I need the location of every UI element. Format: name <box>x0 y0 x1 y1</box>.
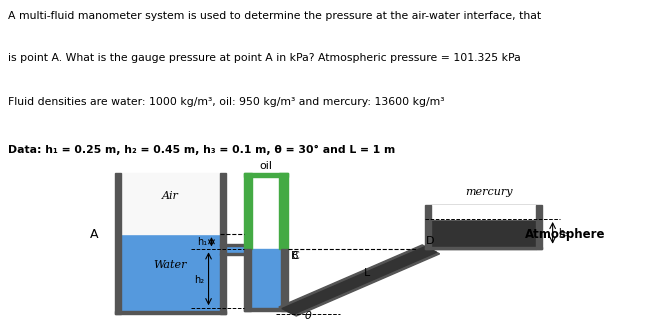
Bar <box>425 205 431 249</box>
Bar <box>243 249 251 311</box>
Bar <box>431 205 536 219</box>
Text: B: B <box>291 251 298 261</box>
Text: Water: Water <box>154 260 188 270</box>
Bar <box>243 173 252 249</box>
Bar <box>115 173 121 314</box>
Bar <box>115 311 226 314</box>
Text: L: L <box>364 268 370 278</box>
Polygon shape <box>279 245 440 316</box>
Text: h₃: h₃ <box>559 228 569 238</box>
Text: h₂: h₂ <box>194 276 204 286</box>
Bar <box>220 244 243 246</box>
Text: is point A. What is the gauge pressure at point A in kPa? Atmospheric pressure =: is point A. What is the gauge pressure a… <box>8 53 521 63</box>
Bar <box>243 308 287 311</box>
Text: oil: oil <box>259 161 272 171</box>
Text: Fluid densities are water: 1000 kg/m³, oil: 950 kg/m³ and mercury: 13600 kg/m³: Fluid densities are water: 1000 kg/m³, o… <box>8 97 444 107</box>
Bar <box>431 205 536 249</box>
Bar <box>251 249 281 308</box>
Text: h₁: h₁ <box>197 237 207 247</box>
Bar <box>536 205 542 249</box>
Text: Data: h₁ = 0.25 m, h₂ = 0.45 m, h₃ = 0.1 m, θ = 30° and L = 1 m: Data: h₁ = 0.25 m, h₂ = 0.45 m, h₃ = 0.1… <box>8 145 395 155</box>
Bar <box>220 246 243 253</box>
Bar <box>121 173 220 234</box>
Bar <box>425 247 542 249</box>
Bar <box>243 173 287 177</box>
Text: D: D <box>426 236 435 246</box>
Bar <box>281 249 287 311</box>
Bar <box>220 173 226 314</box>
Text: Air: Air <box>162 191 179 201</box>
Text: A multi-fluid manometer system is used to determine the pressure at the air-wate: A multi-fluid manometer system is used t… <box>8 11 541 21</box>
Text: mercury: mercury <box>465 187 513 197</box>
Polygon shape <box>282 246 437 314</box>
Text: Atmosphere: Atmosphere <box>525 228 606 241</box>
Bar <box>220 253 243 255</box>
Bar <box>279 173 287 249</box>
Bar <box>121 234 220 311</box>
Text: C: C <box>291 251 299 261</box>
Bar <box>252 177 279 249</box>
Text: A: A <box>90 228 98 241</box>
Text: θ: θ <box>305 311 311 321</box>
